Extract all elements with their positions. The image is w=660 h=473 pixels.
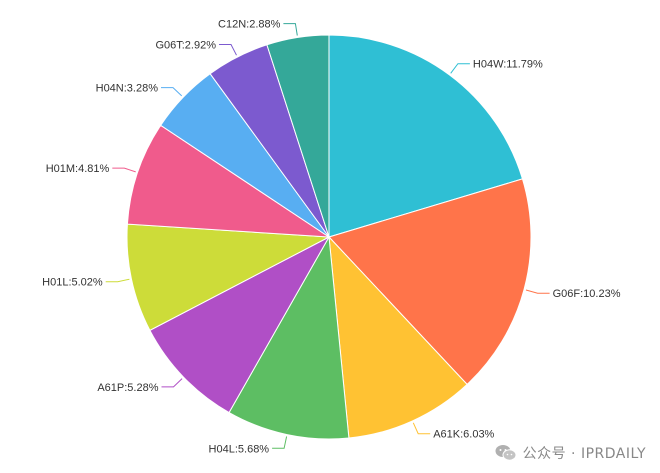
watermark-text: 公众号 · IPRDAILY (522, 446, 646, 462)
wechat-icon (495, 445, 517, 461)
watermark: 公众号 · IPRDAILY (495, 443, 646, 463)
slice-label-h04l: H04L:5.68% (209, 443, 270, 455)
pie-slice-a61k[interactable] (328, 235, 468, 439)
slice-label-a61p: A61P:5.28% (97, 382, 158, 394)
slice-label-h04n: H04N:3.28% (96, 83, 159, 95)
leader-line-a61p (161, 378, 183, 388)
pie-slice-a61p[interactable] (149, 235, 331, 414)
labels-layer: H04W:11.79% G06F:10.23% A61K:6.03% H04L:5.6… (42, 19, 621, 456)
pie-slice-h04l[interactable] (228, 235, 350, 440)
slice-label-c12n: C12N:2.88% (218, 19, 281, 31)
pie-slice-g06f[interactable] (328, 178, 532, 386)
leader-line-a61k (412, 422, 431, 435)
pie-slice-h01l[interactable] (126, 223, 331, 332)
pie-slice-h01m[interactable] (126, 124, 331, 238)
leader-line-c12n (283, 23, 298, 36)
leader-line-g06f (525, 289, 550, 294)
pie-slice-c12n[interactable] (266, 34, 330, 238)
slices-layer (126, 34, 532, 440)
leader-line-h01l (105, 278, 130, 283)
slice-label-h01m: H01M:4.81% (46, 163, 110, 175)
pie-slice-h04w[interactable] (328, 34, 524, 238)
leader-line-h04l (272, 436, 288, 449)
slice-label-h04w: H04W:11.79% (473, 59, 543, 71)
slice-label-h01l: H01L:5.02% (42, 277, 103, 289)
slice-label-a61k: A61K:6.03% (433, 429, 494, 441)
leader-line-h01m (112, 167, 136, 173)
slice-label-g06t: G06T:2.92% (155, 40, 216, 52)
leader-line-h04w (450, 63, 470, 74)
leader-line-g06t (219, 44, 237, 56)
leader-line-h04n (161, 87, 183, 97)
slice-label-g06f: G06F:10.23% (553, 288, 621, 300)
